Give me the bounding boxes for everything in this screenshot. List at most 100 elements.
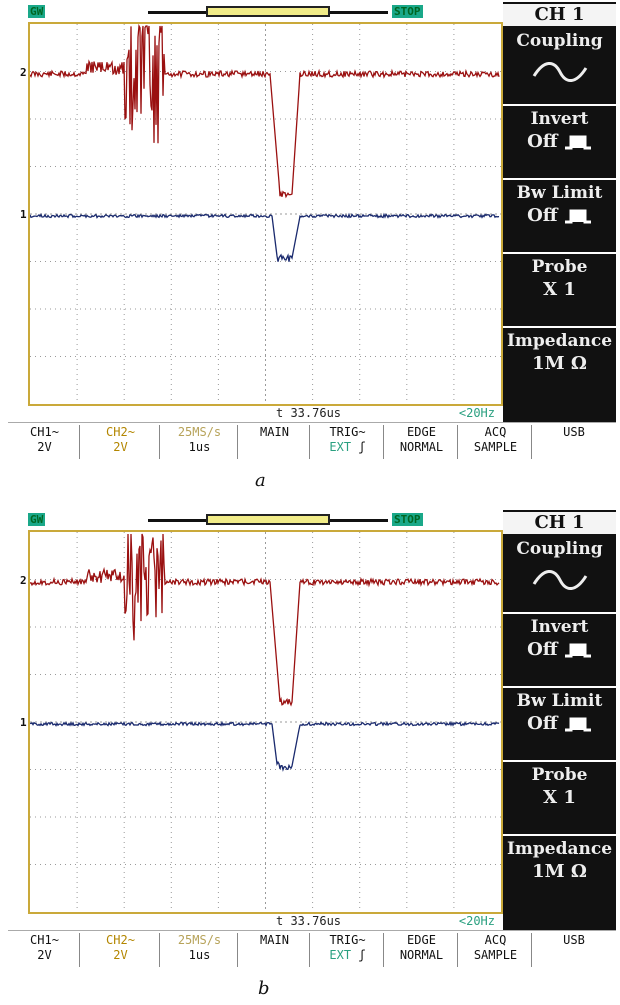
ch2-setting[interactable]: CH2~ 2V (82, 425, 160, 459)
scope-display: GW STOP 2 1 t 33.76us <20Hz CH 1 Couplin… (8, 2, 616, 463)
bw-limit-label: Bw Limit (516, 691, 603, 711)
bw-limit-softkey[interactable]: Bw Limit Off (505, 182, 614, 250)
ch2-label: CH2~ (106, 933, 135, 947)
ch2-label: CH2~ (106, 425, 135, 439)
ch1-label: CH1~ (30, 425, 59, 439)
readout-bar: t 33.76us <20Hz (28, 406, 503, 420)
ch1-level-marker[interactable]: 1 (20, 716, 27, 729)
waveform-screen (28, 530, 503, 914)
ch2-level-marker[interactable]: 2 (20, 574, 27, 587)
ac-wave-icon (532, 570, 587, 590)
time-offset-readout: t 33.76us (276, 914, 342, 928)
ch2-volts-div: 2V (113, 948, 128, 962)
ch2-trace (30, 533, 500, 707)
figure-caption-b: b (258, 978, 270, 999)
coupling-softkey[interactable]: Coupling (505, 30, 614, 102)
time-div: 1us (188, 948, 211, 962)
ch1-volts-div: 2V (37, 440, 52, 454)
graticule (30, 532, 501, 912)
main-label: MAIN (260, 425, 289, 439)
acq-mode: SAMPLE (473, 440, 518, 454)
menu-divider (503, 612, 616, 614)
coupling-softkey[interactable]: Coupling (505, 538, 614, 610)
usb-setting[interactable]: USB (534, 425, 614, 459)
trig-source: EXT (329, 948, 352, 962)
invert-value: Off (527, 639, 558, 660)
menu-divider (503, 760, 616, 762)
bw-limit-softkey[interactable]: Bw Limit Off (505, 690, 614, 758)
gw-badge: GW (28, 5, 46, 18)
impedance-value: 1M Ω (532, 353, 587, 374)
ch2-setting[interactable]: CH2~ 2V (82, 933, 160, 967)
timebase-setting[interactable]: 25MS/s 1us (162, 933, 238, 967)
sample-rate: 25MS/s (177, 425, 222, 439)
scope-display: GW STOP 2 1 t 33.76us <20Hz CH 1 Couplin… (8, 510, 616, 971)
menu-divider (503, 686, 616, 688)
trigger-setting[interactable]: TRIG~ EXT ʃ (312, 425, 384, 459)
usb-label: USB (563, 425, 585, 439)
bw-limit-value: Off (527, 713, 558, 734)
edge-label: EDGE (407, 933, 436, 947)
bw-limit-label: Bw Limit (516, 183, 603, 203)
ch1-setting[interactable]: CH1~ 2V (10, 425, 80, 459)
memory-window-indicator (206, 6, 330, 17)
invert-softkey[interactable]: Invert Off (505, 616, 614, 684)
waveform-traces (30, 24, 500, 262)
run-state-badge: STOP (392, 5, 423, 18)
menu-divider (503, 178, 616, 180)
timebase-setting[interactable]: 25MS/s 1us (162, 425, 238, 459)
readout-bar: t 33.76us <20Hz (28, 914, 503, 928)
bw-limit-value: Off (527, 205, 558, 226)
ch1-setting[interactable]: CH1~ 2V (10, 933, 80, 967)
status-bar: GW STOP (8, 510, 503, 530)
probe-softkey[interactable]: Probe X 1 (505, 764, 614, 832)
oscilloscope-panel-b: GW STOP 2 1 t 33.76us <20Hz CH 1 Couplin… (8, 510, 616, 971)
acq-label: ACQ (484, 425, 507, 439)
waveform-screen (28, 22, 503, 406)
ch1-trace (30, 212, 500, 262)
trig-label: TRIG~ (329, 933, 366, 947)
settings-bar: CH1~ 2V CH2~ 2V 25MS/s 1us MAIN TRIG~ EXT ʃ … (8, 930, 616, 971)
ch1-level-marker[interactable]: 1 (20, 208, 27, 221)
acquisition-setting[interactable]: ACQ SAMPLE (460, 425, 532, 459)
ch1-volts-div: 2V (37, 948, 52, 962)
probe-value: X 1 (543, 279, 576, 300)
memory-window-indicator (206, 514, 330, 525)
invert-label: Invert (530, 617, 589, 637)
acquisition-setting[interactable]: ACQ SAMPLE (460, 933, 532, 967)
main-setting[interactable]: MAIN (240, 425, 310, 459)
menu-title: CH 1 (503, 512, 616, 534)
pulse-icon (564, 135, 591, 150)
settings-bar: CH1~ 2V CH2~ 2V 25MS/s 1us MAIN TRIG~ EXT ʃ … (8, 422, 616, 463)
menu-title: CH 1 (503, 4, 616, 26)
usb-setting[interactable]: USB (534, 933, 614, 967)
rising-edge-icon: ʃ (358, 440, 366, 454)
impedance-softkey[interactable]: Impedance 1M Ω (505, 838, 614, 908)
main-setting[interactable]: MAIN (240, 933, 310, 967)
time-div: 1us (188, 440, 211, 454)
channel-menu: CH 1 Coupling Invert Off Bw Limit Off Pr… (503, 2, 616, 422)
frequency-readout: <20Hz (458, 406, 495, 420)
coupling-label: Coupling (516, 31, 603, 51)
ch2-level-marker[interactable]: 2 (20, 66, 27, 79)
ch1-label: CH1~ (30, 933, 59, 947)
edge-setting[interactable]: EDGE NORMAL (386, 425, 458, 459)
probe-softkey[interactable]: Probe X 1 (505, 256, 614, 324)
rising-edge-icon: ʃ (358, 948, 366, 962)
impedance-label: Impedance (506, 331, 613, 351)
waveform-traces (30, 533, 500, 772)
trig-label: TRIG~ (329, 425, 366, 439)
ch2-trace (30, 24, 500, 199)
trigger-setting[interactable]: TRIG~ EXT ʃ (312, 933, 384, 967)
invert-value: Off (527, 131, 558, 152)
channel-menu: CH 1 Coupling Invert Off Bw Limit Off Pr… (503, 510, 616, 930)
acq-mode: SAMPLE (473, 948, 518, 962)
edge-setting[interactable]: EDGE NORMAL (386, 933, 458, 967)
impedance-softkey[interactable]: Impedance 1M Ω (505, 330, 614, 400)
impedance-label: Impedance (506, 839, 613, 859)
probe-label: Probe (531, 257, 588, 277)
graticule (30, 24, 501, 404)
invert-softkey[interactable]: Invert Off (505, 108, 614, 176)
menu-divider (503, 326, 616, 328)
edge-label: EDGE (407, 425, 436, 439)
